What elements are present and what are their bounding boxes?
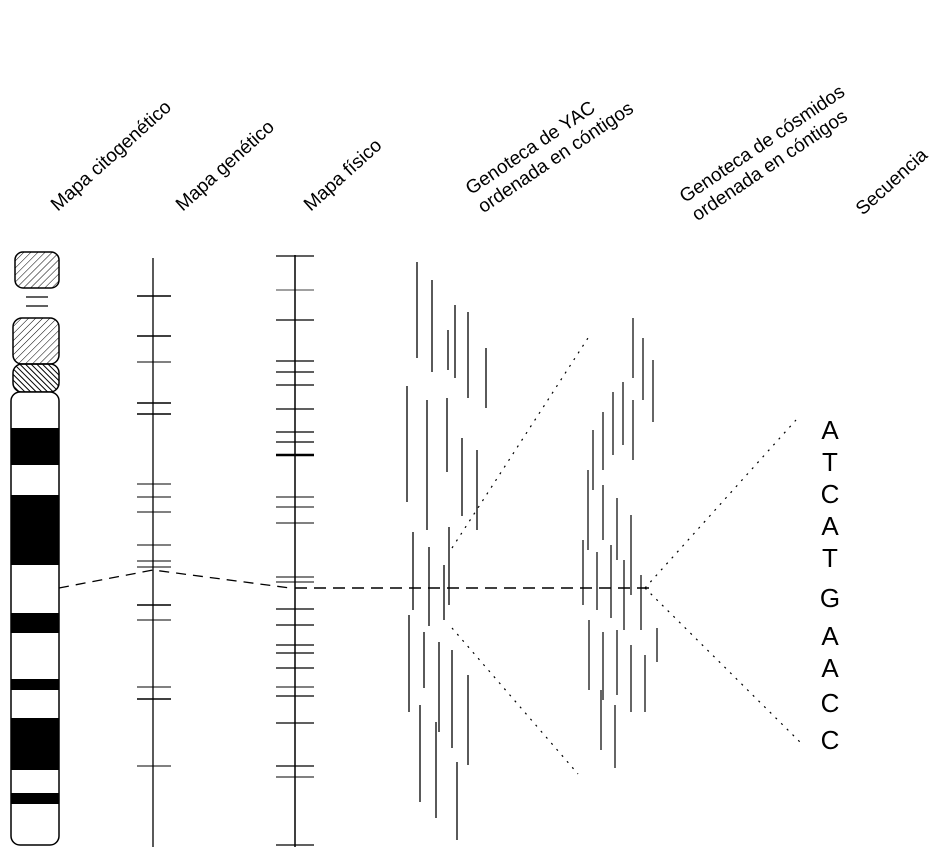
chromosome-dark-band xyxy=(11,718,59,770)
sequence-base: C xyxy=(820,688,840,718)
sequence-base: G xyxy=(819,583,841,613)
chromosome-dark-band xyxy=(11,679,59,690)
sequence-base: A xyxy=(821,511,839,541)
chromosome-ideogram xyxy=(10,251,60,846)
chromosome-short-arm xyxy=(12,317,60,365)
sequence-base: A xyxy=(821,653,839,683)
yac-zoom-lower xyxy=(451,627,579,775)
cosmid-contig xyxy=(582,318,658,768)
cosmid-zoom-upper xyxy=(644,419,797,589)
chromosome-dark-band xyxy=(11,793,59,804)
chromosome-centromere xyxy=(12,363,60,393)
sequence-base: C xyxy=(820,479,840,509)
physical-map xyxy=(276,255,314,847)
cytogenetic-to-genetic-connector xyxy=(58,569,291,589)
chromosome-dark-band xyxy=(11,613,59,633)
chromosome-dark-band xyxy=(11,495,59,565)
yac-zoom-upper xyxy=(451,337,589,549)
genetic-map xyxy=(137,258,171,847)
sequence-base: T xyxy=(822,543,838,573)
chromosome-satellite xyxy=(14,251,60,289)
cosmid-zoom-lower xyxy=(644,587,804,746)
sequence-base: A xyxy=(821,415,839,445)
yac-contig xyxy=(406,262,487,840)
sequence-base: C xyxy=(820,725,840,755)
chromosome-dark-band xyxy=(11,428,59,465)
sequence-base: T xyxy=(822,447,838,477)
connector-lines xyxy=(58,337,804,775)
sequence-base: A xyxy=(821,621,839,651)
